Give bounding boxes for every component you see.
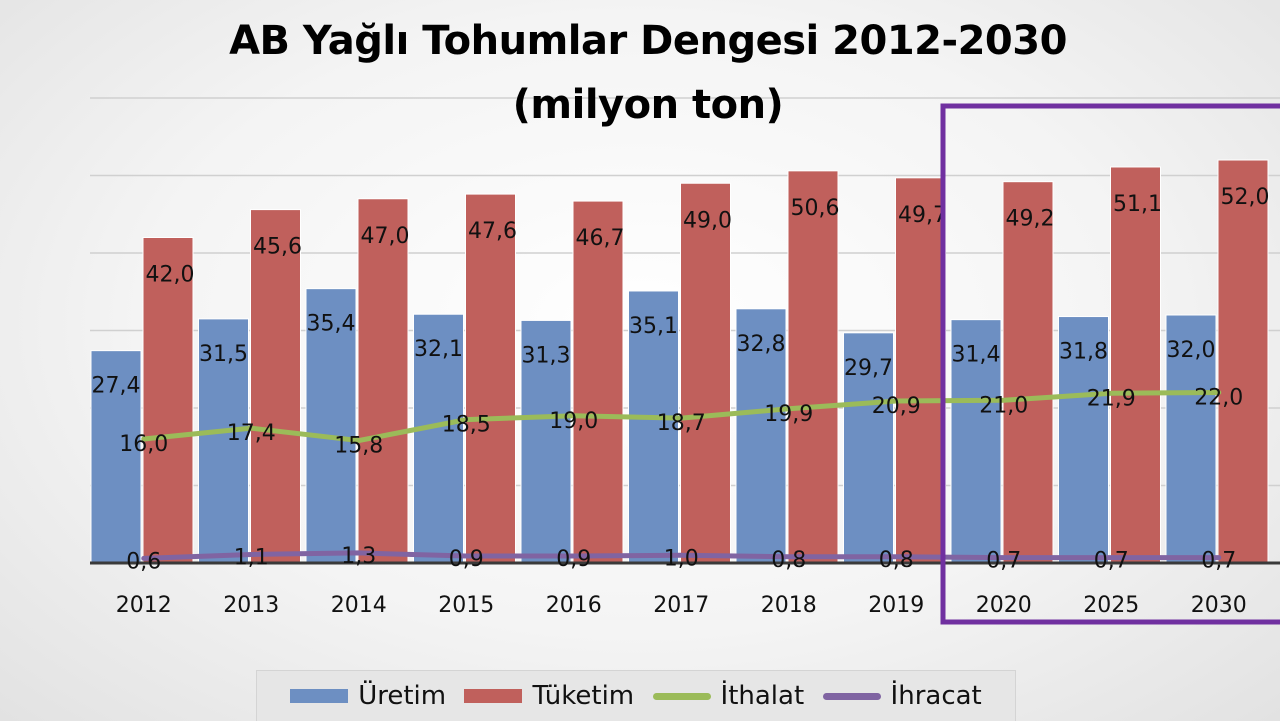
bar-tuketim	[895, 177, 946, 564]
label-uretim: 35,4	[307, 312, 356, 337]
x-tick-label: 2025	[1083, 593, 1139, 618]
legend-swatch-tuketim	[464, 689, 523, 703]
label-ihracat: 0,6	[126, 549, 161, 574]
bar-uretim	[198, 318, 249, 564]
bar-uretim	[413, 313, 464, 564]
label-uretim: 35,1	[629, 314, 678, 339]
x-tick-label: 2015	[438, 593, 494, 618]
label-tuketim: 46,7	[576, 226, 625, 251]
legend-item-ihracat: İhracat	[822, 681, 982, 711]
bar-series	[90, 159, 1269, 564]
legend-item-ithalat: İthalat	[652, 681, 805, 711]
label-ithalat: 15,8	[334, 434, 383, 459]
projection-highlight-frame	[940, 103, 1280, 625]
bar-uretim	[735, 308, 787, 564]
label-uretim: 31,3	[522, 343, 571, 368]
bar-tuketim	[1217, 159, 1269, 564]
data-labels: 27,4 42,0 16,0 0,6 31,5 45,6 17,4 1,1 35,4 47,0 15…	[92, 185, 1270, 574]
label-tuketim: 47,6	[468, 219, 517, 244]
bar-tuketim	[465, 193, 516, 564]
bar-uretim	[843, 332, 894, 564]
label-ithalat: 21,9	[1087, 386, 1136, 411]
legend-label-ithalat: İthalat	[720, 681, 805, 711]
legend-item-tuketim: Tüketim	[464, 681, 634, 711]
label-tuketim: 49,2	[1006, 207, 1055, 232]
label-ithalat: 17,4	[227, 421, 276, 446]
x-tick-labels: 2012 2013 2014 2015 2016 2017 2018 2019 2020 2025…	[116, 593, 1247, 618]
x-tick-label: 2012	[116, 593, 172, 618]
legend-label-tuketim: Tüketim	[532, 681, 635, 711]
x-tick-label: 2014	[331, 593, 387, 618]
label-ithalat: 20,9	[872, 394, 921, 419]
x-tick-label: 2017	[653, 593, 709, 618]
highlight-frame	[940, 103, 1280, 625]
x-tick-label: 2019	[868, 593, 924, 618]
label-uretim: 31,4	[952, 343, 1001, 368]
bar-tuketim	[1110, 166, 1161, 564]
label-ihracat: 0,7	[1201, 549, 1236, 574]
bar-tuketim	[572, 200, 624, 564]
bar-tuketim	[787, 170, 839, 564]
x-tick-label: 2013	[223, 593, 279, 618]
legend-label-ihracat: İhracat	[890, 681, 982, 711]
label-ithalat: 18,7	[657, 411, 706, 436]
label-tuketim: 49,7	[898, 203, 947, 228]
bar-uretim	[950, 319, 1002, 564]
bar-tuketim	[357, 198, 409, 564]
label-tuketim: 52,0	[1221, 185, 1270, 210]
chart-title: AB Yağlı Tohumlar Dengesi 2012-2030	[229, 18, 1067, 64]
legend-swatch-ihracat	[822, 692, 881, 700]
label-ihracat: 0,8	[771, 548, 806, 573]
label-tuketim: 51,1	[1113, 192, 1162, 217]
legend-item-uretim: Üretim	[290, 681, 446, 711]
label-tuketim: 49,0	[683, 208, 732, 233]
label-uretim: 29,7	[844, 356, 893, 381]
label-ithalat: 18,5	[442, 413, 491, 438]
label-uretim: 31,8	[1059, 340, 1108, 365]
label-tuketim: 47,0	[361, 224, 410, 249]
bar-tuketim	[142, 237, 194, 564]
label-ithalat: 16,0	[119, 432, 168, 457]
bar-uretim	[305, 288, 357, 564]
label-ihracat: 0,8	[879, 548, 914, 573]
legend-label-uretim: Üretim	[358, 681, 447, 711]
label-ithalat: 22,0	[1194, 386, 1243, 411]
bar-uretim	[628, 290, 679, 564]
bar-tuketim	[1002, 181, 1054, 564]
label-ihracat: 1,0	[664, 546, 699, 571]
label-tuketim: 42,0	[146, 263, 195, 288]
label-ihracat: 0,7	[986, 549, 1021, 574]
label-ihracat: 0,9	[556, 547, 591, 572]
label-ihracat: 0,9	[449, 547, 484, 572]
legend-swatch-ithalat	[652, 692, 711, 700]
x-tick-label: 2030	[1191, 593, 1247, 618]
bar-uretim	[1165, 314, 1217, 564]
chart-subtitle: (milyon ton)	[512, 82, 784, 128]
label-ihracat: 1,3	[341, 544, 376, 569]
label-ithalat: 19,9	[764, 402, 813, 427]
label-ihracat: 1,1	[234, 545, 269, 570]
x-tick-label: 2018	[761, 593, 817, 618]
label-tuketim: 45,6	[253, 235, 302, 260]
bar-uretim	[1058, 316, 1109, 564]
label-tuketim: 50,6	[791, 196, 840, 221]
label-uretim: 32,1	[414, 337, 463, 362]
label-uretim: 31,5	[199, 342, 248, 367]
line-series	[141, 390, 1222, 561]
x-tick-label: 2020	[976, 593, 1032, 618]
legend: Üretim Tüketim İthalat İhracat	[256, 670, 1016, 721]
line-ithalat	[141, 390, 1222, 444]
line-ihracat	[141, 550, 1222, 561]
label-uretim: 32,0	[1167, 338, 1216, 363]
label-ihracat: 0,7	[1094, 549, 1129, 574]
label-ithalat: 19,0	[549, 409, 598, 434]
x-tick-label: 2016	[546, 593, 602, 618]
label-uretim: 27,4	[92, 374, 141, 399]
label-uretim: 32,8	[737, 332, 786, 357]
bar-tuketim	[680, 182, 731, 564]
legend-swatch-uretim	[290, 689, 349, 703]
label-ithalat: 21,0	[979, 393, 1028, 418]
bar-tuketim	[250, 209, 301, 564]
